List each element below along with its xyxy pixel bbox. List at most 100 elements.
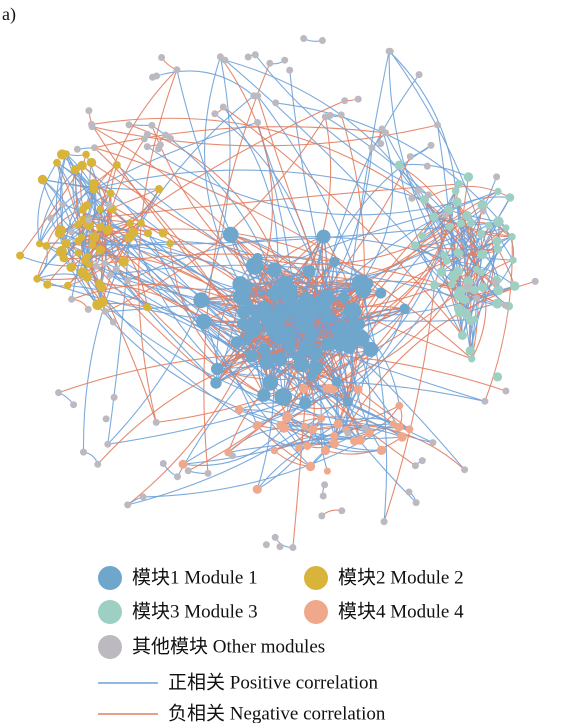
- node: [410, 241, 420, 250]
- node: [478, 282, 488, 293]
- node: [481, 397, 489, 405]
- node: [461, 308, 471, 319]
- node: [477, 268, 485, 277]
- node: [258, 343, 271, 356]
- edge: [93, 169, 425, 201]
- node: [408, 194, 416, 202]
- node: [493, 216, 504, 227]
- node: [102, 308, 109, 315]
- node: [210, 377, 222, 389]
- node: [443, 257, 451, 265]
- legend: 模块1 Module 1 模块2 Module 2 模块3 Module 3 模块4 …: [98, 566, 464, 723]
- node: [101, 259, 109, 267]
- edge: [257, 418, 322, 490]
- node: [66, 262, 76, 272]
- edge: [434, 216, 483, 255]
- edge: [42, 179, 86, 261]
- edge: [312, 424, 465, 471]
- node: [33, 274, 42, 283]
- edge: [325, 116, 483, 255]
- node: [137, 219, 145, 227]
- edge: [304, 424, 403, 438]
- edge: [65, 183, 94, 244]
- node: [67, 228, 75, 236]
- edge: [388, 50, 457, 191]
- node: [193, 292, 210, 309]
- node: [458, 294, 468, 304]
- node: [293, 356, 310, 373]
- node: [415, 71, 423, 79]
- node: [250, 92, 258, 100]
- node: [350, 436, 359, 446]
- node: [493, 173, 501, 181]
- node: [361, 424, 369, 432]
- node: [143, 143, 151, 151]
- node: [304, 297, 318, 311]
- node: [321, 311, 334, 324]
- legend-label: 负相关 Negative correlation: [168, 702, 386, 723]
- edge: [274, 418, 322, 451]
- node: [143, 130, 151, 138]
- node: [126, 219, 135, 228]
- network-nodes: [16, 35, 539, 551]
- node: [463, 172, 474, 182]
- node: [319, 492, 327, 500]
- edge: [82, 209, 291, 349]
- node: [378, 125, 386, 133]
- node: [105, 201, 113, 209]
- node: [95, 279, 104, 288]
- node: [222, 226, 239, 243]
- node: [451, 187, 460, 195]
- node: [331, 376, 342, 387]
- node: [380, 518, 388, 526]
- node: [303, 441, 312, 450]
- legend-label: 正相关 Positive correlation: [168, 671, 379, 693]
- legend-label: 其他模块 Other modules: [132, 635, 325, 657]
- node: [337, 111, 345, 119]
- node: [267, 262, 282, 277]
- node: [268, 285, 284, 301]
- node: [476, 229, 486, 239]
- node: [414, 187, 422, 194]
- node: [418, 457, 426, 465]
- node: [80, 448, 87, 456]
- node: [455, 309, 464, 318]
- node: [196, 313, 212, 330]
- node: [74, 249, 83, 257]
- node: [55, 389, 63, 397]
- node: [501, 301, 509, 309]
- edge: [138, 69, 178, 423]
- node: [316, 229, 331, 244]
- node: [344, 429, 352, 437]
- node: [308, 425, 318, 434]
- node: [321, 481, 329, 489]
- edge: [484, 236, 513, 402]
- node: [332, 331, 345, 345]
- node: [505, 193, 515, 202]
- node: [323, 467, 331, 475]
- node: [83, 220, 94, 231]
- node: [79, 215, 88, 224]
- node: [394, 423, 404, 432]
- node: [237, 317, 250, 331]
- node: [341, 97, 349, 105]
- node: [315, 294, 329, 308]
- legend-swatch: [98, 600, 122, 624]
- node: [423, 162, 431, 170]
- node: [84, 252, 92, 260]
- edge: [433, 216, 513, 238]
- node: [343, 302, 362, 320]
- node: [162, 131, 170, 139]
- node: [274, 388, 293, 406]
- node: [184, 467, 192, 475]
- node: [139, 493, 147, 501]
- node: [124, 277, 132, 285]
- node: [363, 341, 379, 357]
- edge: [238, 409, 403, 440]
- edge: [183, 427, 285, 466]
- node: [318, 512, 326, 520]
- edge: [345, 280, 536, 430]
- node: [326, 111, 334, 119]
- node: [333, 419, 343, 429]
